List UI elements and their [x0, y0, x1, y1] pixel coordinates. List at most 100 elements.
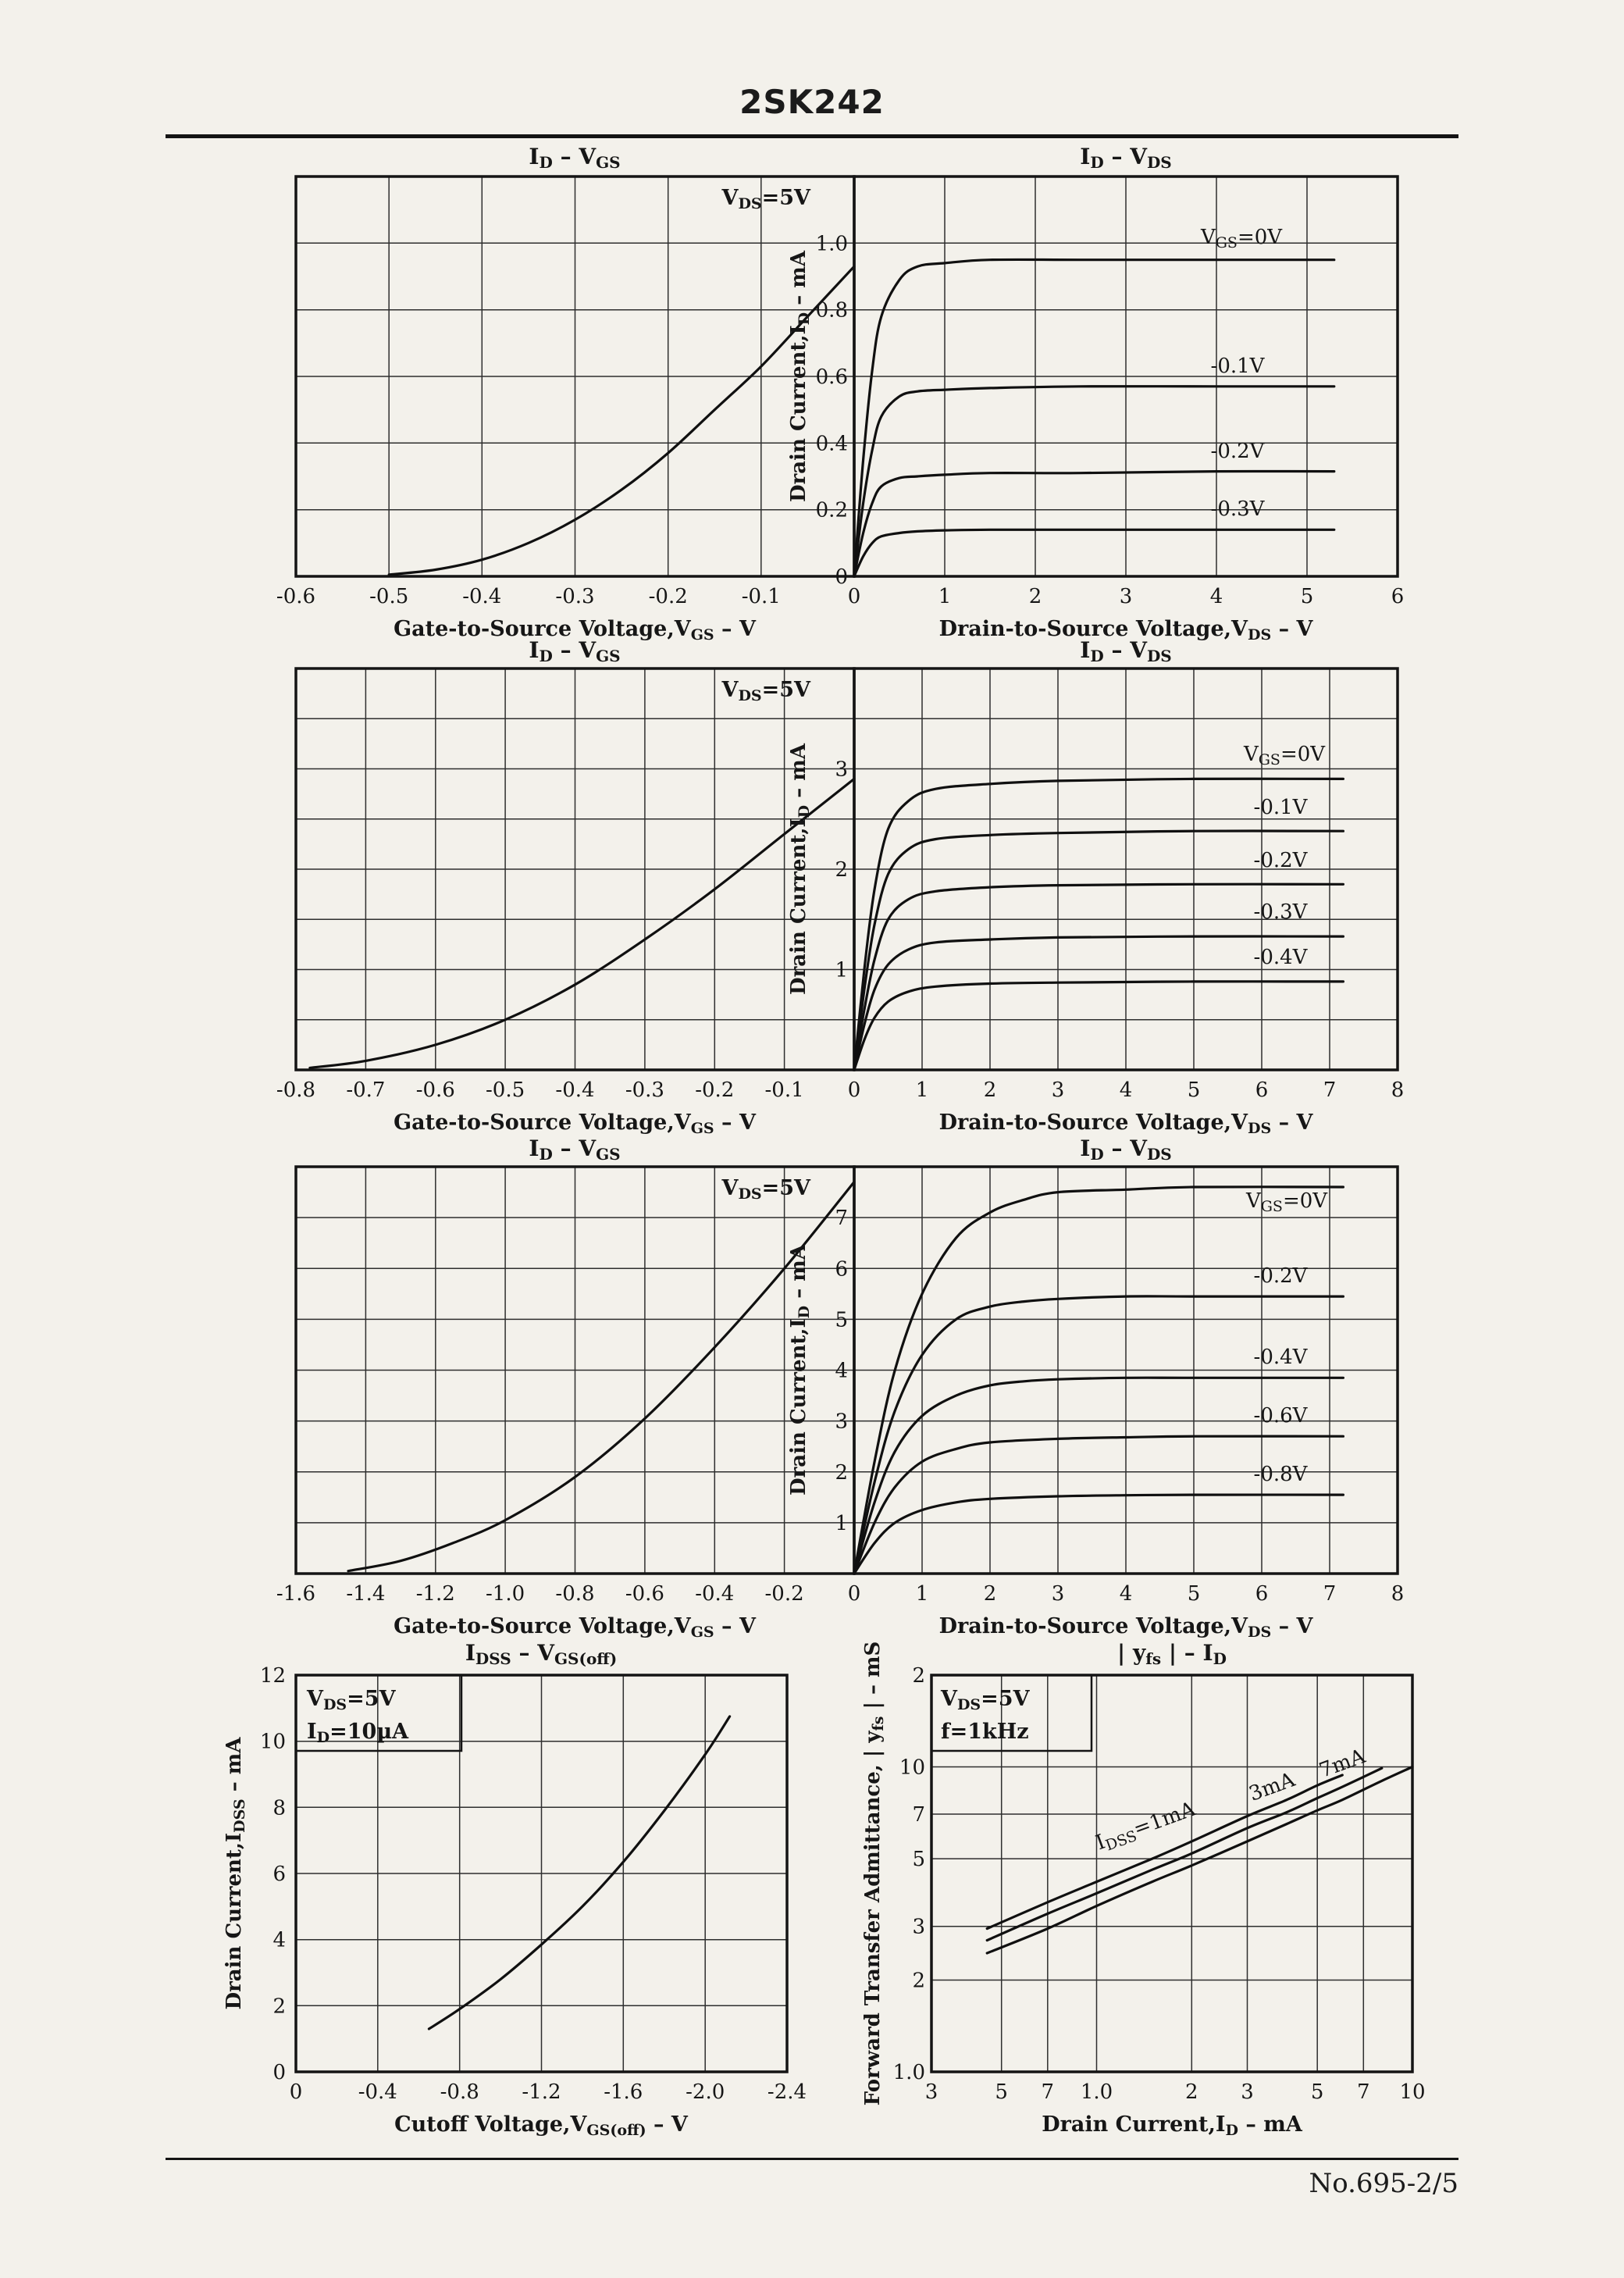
y-tick-label: 0.6	[816, 365, 848, 389]
x-tick-label: -0.6	[416, 1078, 455, 1102]
x-tick-label: -0.1	[742, 585, 781, 608]
chart-output-2: ID – VDS Drain-to-Source Voltage,VDS – V D…	[787, 637, 1404, 1137]
y-tick-label: 1.0	[816, 232, 848, 255]
y-axis-title: Forward Transfer Admittance, | yfs | – m…	[861, 1642, 887, 2106]
chart-output-1: ID – VDS Drain-to-Source Voltage,VDS – V D…	[787, 144, 1404, 643]
chart-transfer-1: ID – VGS Gate-to-Source Voltage,VGS – V -0…	[276, 144, 860, 643]
x-tick-label: -0.2	[649, 585, 688, 608]
x-tick-label: -2.0	[686, 2080, 725, 2104]
curve	[853, 1295, 1344, 1575]
x-tick-label: 4	[1120, 1078, 1133, 1102]
curve	[853, 980, 1344, 1071]
x-tick-label: 6	[1255, 1078, 1269, 1102]
y-tick-label: 1.0	[893, 2061, 925, 2084]
y-tick-label: 0	[272, 2061, 286, 2084]
curve-label: -0.1V	[1254, 796, 1309, 819]
y-tick-label: 3	[835, 1410, 848, 1434]
curve	[853, 385, 1336, 578]
y-axis-title: Drain Current,ID – mA	[787, 1243, 813, 1495]
x-axis-title: Gate-to-Source Voltage,VGS – V	[394, 617, 757, 643]
plot-frame	[853, 667, 1399, 1071]
x-tick-label: -0.8	[276, 1078, 315, 1102]
x-tick-label: 8	[1391, 1582, 1405, 1606]
x-tick-label: 6	[1255, 1582, 1269, 1606]
curve	[853, 1435, 1344, 1575]
curve-label: -0.1V	[1211, 355, 1266, 378]
y-tick-label: 10	[899, 1756, 925, 1780]
x-tick-label: 0	[848, 1078, 861, 1102]
y-axis-title: Drain Current,ID – mA	[787, 743, 813, 995]
x-tick-label: -0.6	[625, 1582, 664, 1606]
x-tick-label: -0.5	[369, 585, 408, 608]
x-tick-label: 1.0	[1081, 2080, 1113, 2104]
chart-title: ID – VGS	[529, 1135, 620, 1164]
x-tick-label: 1	[916, 1582, 929, 1606]
curve-label: -0.2V	[1254, 849, 1309, 872]
y-axis-title: Drain Current,ID – mA	[787, 250, 813, 502]
curve	[853, 528, 1336, 578]
x-tick-label: 5	[1188, 1582, 1201, 1606]
curve	[985, 1765, 1414, 1955]
y-tick-label: 0.2	[816, 499, 848, 522]
x-tick-label: -1.2	[522, 2080, 561, 2104]
part-number-title: 2SK242	[739, 83, 885, 121]
x-tick-label: 7	[1323, 1078, 1337, 1102]
x-tick-label: 1	[938, 585, 952, 608]
header-rule	[166, 134, 1458, 138]
curve-label: -0.4V	[1254, 946, 1309, 969]
chart-title: ID – VGS	[529, 144, 620, 172]
chart-title: ID – VDS	[1080, 144, 1171, 172]
curve	[427, 1715, 732, 2030]
y-tick-label: 0.4	[816, 432, 848, 455]
y-tick-label: 2	[835, 1461, 848, 1485]
curve-label: VGS=0V	[1243, 743, 1326, 768]
y-tick-label: 1	[835, 1512, 848, 1535]
y-tick-label: 2	[912, 1970, 925, 1993]
x-tick-label: 2	[1029, 585, 1042, 608]
x-tick-label: -0.5	[486, 1078, 525, 1102]
x-tick-label: 3	[1052, 1078, 1065, 1102]
y-tick-label: 5	[835, 1308, 848, 1332]
chart-title: | yfs | – ID	[1117, 1640, 1227, 1668]
x-tick-label: -0.6	[276, 585, 315, 608]
y-tick-label: 0.8	[816, 299, 848, 323]
chart-title: IDSS – VGS(off)	[465, 1640, 617, 1668]
x-tick-label: 5	[995, 2080, 1008, 2104]
condition-annotation: VDS=5V	[721, 186, 811, 212]
y-tick-label: 3	[835, 758, 848, 782]
conditions-box	[930, 1674, 1093, 1752]
x-tick-label: 1	[916, 1078, 929, 1102]
x-tick-label: 4	[1120, 1582, 1133, 1606]
x-tick-label: 7	[1357, 2080, 1370, 2104]
x-tick-label: 0	[848, 585, 861, 608]
x-tick-label: -0.4	[358, 2080, 397, 2104]
curve	[853, 1376, 1344, 1575]
condition-annotation: f=1kHz	[941, 1720, 1029, 1744]
chart-title: ID – VDS	[1080, 1135, 1171, 1164]
chart-title: ID – VDS	[1080, 637, 1171, 665]
x-axis-title: Drain Current,ID – mA	[1042, 2112, 1303, 2139]
curve	[853, 258, 1336, 578]
curve-label: -0.8V	[1254, 1463, 1309, 1486]
chart-title: ID – VGS	[529, 637, 620, 665]
condition-annotation: VDS=5V	[721, 1176, 811, 1203]
x-tick-label: -0.4	[555, 1078, 594, 1102]
plot-frame	[930, 1674, 1414, 2073]
chart-output-3: ID – VDS Drain-to-Source Voltage,VDS – V D…	[787, 1135, 1404, 1641]
chart-idss-vgsoff: IDSS – VGS(off) Cutoff Voltage,VGS(off) –…	[223, 1640, 807, 2139]
y-tick-label: 7	[912, 1803, 925, 1827]
x-axis-title: Drain-to-Source Voltage,VDS – V	[939, 1110, 1314, 1137]
curve-label: -0.4V	[1254, 1346, 1309, 1369]
x-axis-title: Gate-to-Source Voltage,VGS – V	[394, 1110, 757, 1137]
x-tick-label: 2	[984, 1078, 997, 1102]
curve	[853, 1493, 1344, 1575]
x-tick-label: -0.8	[440, 2080, 479, 2104]
curve	[347, 1180, 856, 1573]
y-tick-label: 2	[912, 1664, 925, 1688]
y-tick-label: 1	[835, 959, 848, 982]
chart-transfer-2: ID – VGS Gate-to-Source Voltage,VGS – V -0…	[276, 637, 860, 1137]
condition-annotation: VDS=5V	[721, 678, 811, 704]
y-axis-title: Drain Current,IDSS – mA	[223, 1737, 248, 2010]
curve-label: -0.6V	[1254, 1404, 1309, 1428]
